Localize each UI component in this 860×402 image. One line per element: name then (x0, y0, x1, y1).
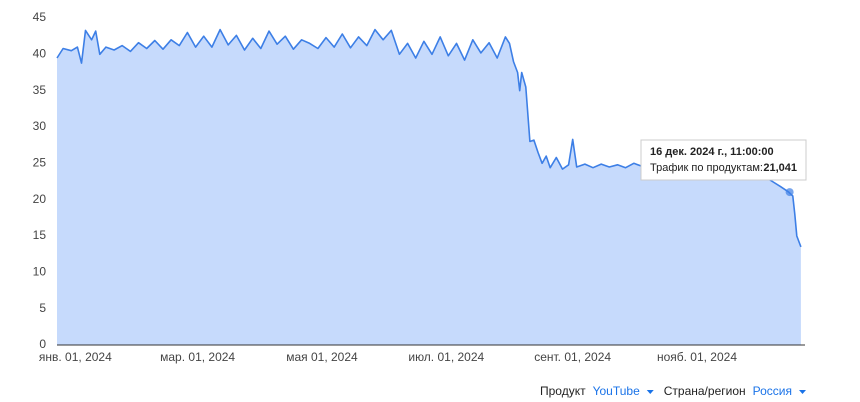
dropdown-arrow[interactable] (798, 390, 806, 394)
tooltip: 16 дек. 2024 г., 11:00:00 Трафик по прод… (640, 139, 807, 181)
y-tick-label: 20 (33, 192, 47, 206)
dropdown-arrow[interactable] (646, 390, 654, 394)
x-tick-label: янв. 01, 2024 (39, 350, 112, 364)
control-label: Продукт (540, 384, 586, 398)
y-tick-label: 5 (39, 301, 46, 315)
control-value[interactable]: YouTube (593, 384, 640, 398)
x-tick-label: мар. 01, 2024 (160, 350, 235, 364)
x-tick-label: мая 01, 2024 (286, 350, 358, 364)
area (57, 29, 801, 345)
tooltip-label: Трафик по продуктам: (650, 162, 763, 174)
y-tick-label: 40 (33, 47, 47, 61)
y-tick-label: 10 (33, 265, 47, 279)
y-tick-label: 15 (33, 228, 47, 242)
x-tick-label: сент. 01, 2024 (534, 350, 611, 364)
x-tick-label: нояб. 01, 2024 (657, 350, 737, 364)
y-tick-label: 0 (39, 337, 46, 351)
tooltip-title: 16 дек. 2024 г., 11:00:00 (650, 146, 774, 158)
y-tick-label: 35 (33, 83, 47, 97)
x-tick-label: июл. 01, 2024 (408, 350, 484, 364)
y-tick-label: 30 (33, 119, 47, 133)
y-tick-label: 45 (33, 10, 47, 24)
tooltip-value: 21,041 (763, 162, 797, 174)
y-tick-label: 25 (33, 156, 47, 170)
hover-point (785, 188, 794, 197)
control-label: Страна/регион (664, 384, 746, 398)
tooltip-box (640, 139, 807, 181)
control-value[interactable]: Россия (753, 384, 792, 398)
